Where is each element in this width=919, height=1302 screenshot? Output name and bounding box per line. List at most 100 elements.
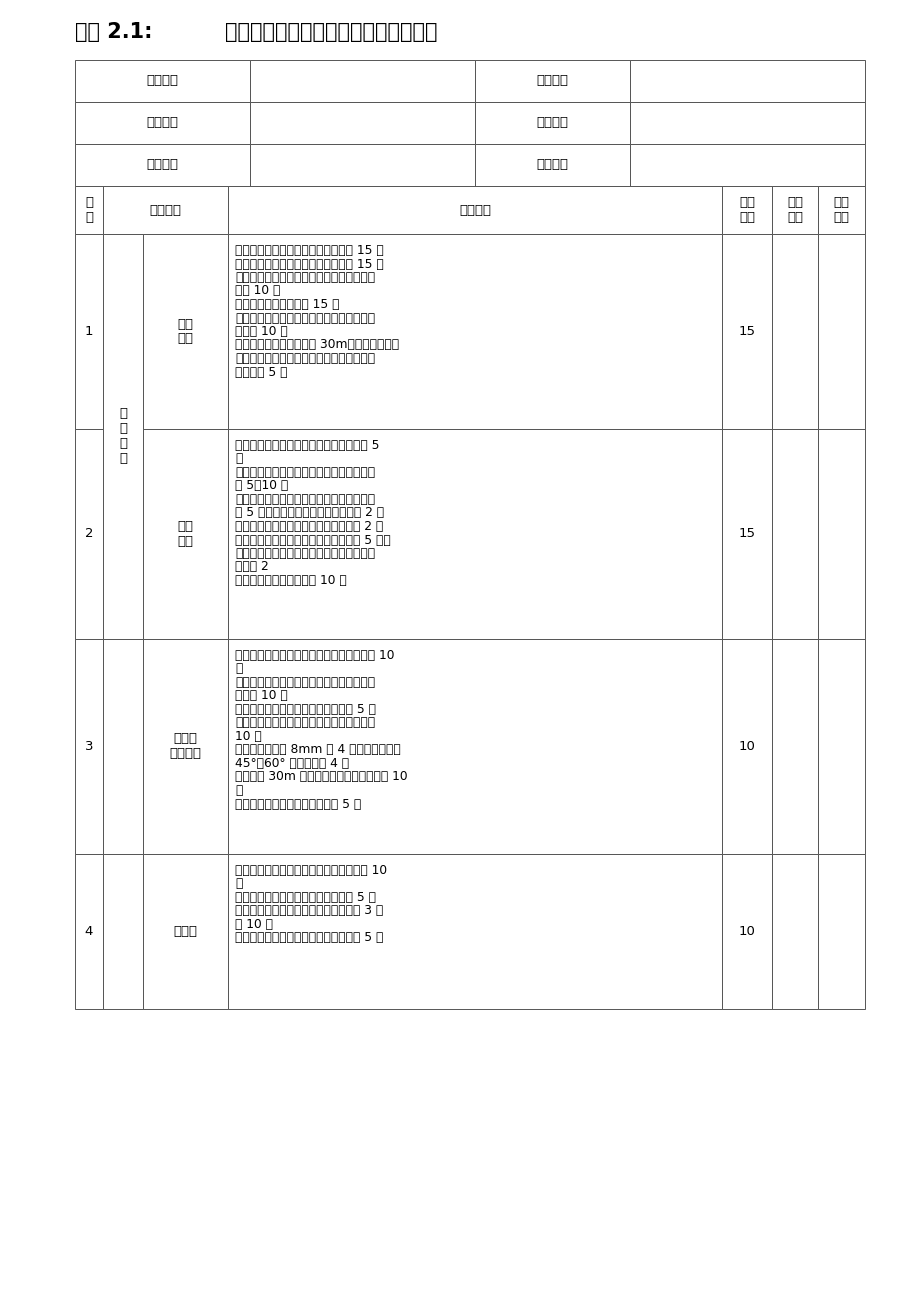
Text: 监理单位: 监理单位 (146, 159, 178, 172)
Bar (721, 428, 771, 639)
Text: 连接扣 10 分: 连接扣 10 分 (234, 690, 288, 703)
Text: 附墙架
与缆风绳: 附墙架 与缆风绳 (169, 733, 201, 760)
Bar (817, 234, 864, 428)
Text: 15: 15 (738, 326, 754, 339)
Bar (771, 639, 817, 854)
Text: 化扣 10 分: 化扣 10 分 (234, 285, 280, 297)
Text: 未设置防护围栏或设置不符合规范要求扣 5: 未设置防护围栏或设置不符合规范要求扣 5 (234, 439, 380, 452)
Bar (75, 234, 103, 428)
Text: 分: 分 (234, 453, 242, 466)
Bar (817, 854, 864, 1009)
Bar (817, 428, 864, 639)
Bar (142, 854, 228, 1009)
Text: 防护
设施: 防护 设施 (177, 519, 193, 548)
Text: 附墙架结构、材质、间距不符合规范要求扣 10: 附墙架结构、材质、间距不符合规范要求扣 10 (234, 648, 394, 661)
Text: 应得
分数: 应得 分数 (738, 197, 754, 224)
Bar (228, 854, 721, 1009)
Text: 保
证
项
目: 保 证 项 目 (119, 408, 127, 466)
Bar (103, 234, 142, 639)
Bar (721, 186, 771, 234)
Bar (103, 854, 142, 1009)
Bar (630, 145, 864, 186)
Bar (474, 102, 630, 145)
Text: 10: 10 (738, 740, 754, 753)
Text: 45°～60° 要求每处扣 4 分: 45°～60° 要求每处扣 4 分 (234, 756, 348, 769)
Text: 钢丝绳直径小于 8mm 扣 4 分，角度不符合: 钢丝绳直径小于 8mm 扣 4 分，角度不符合 (234, 743, 401, 756)
Bar (75, 60, 250, 102)
Text: 扣 5 分，设置不符合规范要求每处扣 2 分: 扣 5 分，设置不符合规范要求每处扣 2 分 (234, 506, 384, 519)
Text: 停层平台两侧未设置防护栏杆、挡脚板每处: 停层平台两侧未设置防护栏杆、挡脚板每处 (234, 493, 375, 506)
Text: 3: 3 (85, 740, 93, 753)
Text: 4: 4 (85, 924, 93, 937)
Bar (630, 60, 864, 102)
Bar (75, 428, 103, 639)
Text: 每处扣 2: 每处扣 2 (234, 560, 268, 573)
Text: 1: 1 (85, 326, 93, 339)
Text: 置每项扣 5 分: 置每项扣 5 分 (234, 366, 288, 379)
Text: 10 分: 10 分 (234, 730, 262, 743)
Bar (75, 854, 103, 1009)
Bar (228, 639, 721, 854)
Text: 钢丝绳磨损、变形、锈蚀达到报废标准扣 10: 钢丝绳磨损、变形、锈蚀达到报废标准扣 10 (234, 865, 387, 878)
Bar (250, 102, 474, 145)
Text: 15: 15 (738, 527, 754, 540)
Text: 缆风绳设置数量、位置不符合规范扣 5 分: 缆风绳设置数量、位置不符合规范扣 5 分 (234, 703, 376, 716)
Text: 钢丝绳夹设置不符合规范要求每处扣 5 分: 钢丝绳夹设置不符合规范要求每处扣 5 分 (234, 891, 376, 904)
Text: 实得
分数: 实得 分数 (833, 197, 848, 224)
Text: 安全
装置: 安全 装置 (177, 318, 193, 345)
Text: 扣 5～10 分: 扣 5～10 分 (234, 479, 288, 492)
Text: 检查项目: 检查项目 (149, 203, 181, 216)
Text: 未安装平台门或平台门不起作用每处扣 5 分，: 未安装平台门或平台门不起作用每处扣 5 分， (234, 534, 391, 547)
Text: 未安装起重量限制器、防坠安全器扣 15 分: 未安装起重量限制器、防坠安全器扣 15 分 (234, 243, 383, 256)
Text: 地锚设置不符合规范要求每处扣 5 分: 地锚设置不符合规范要求每处扣 5 分 (234, 798, 361, 811)
Bar (721, 854, 771, 1009)
Text: 平台门安装不符合规范要求、未达到定型化: 平台门安装不符合规范要求、未达到定型化 (234, 547, 375, 560)
Bar (474, 60, 630, 102)
Text: 上限位开关不灵敏、安全越程不符合规范要: 上限位开关不灵敏、安全越程不符合规范要 (234, 311, 375, 324)
Text: 求的扣 10 分: 求的扣 10 分 (234, 326, 288, 339)
Text: 2: 2 (85, 527, 93, 540)
Text: 建设单位: 建设单位 (536, 74, 568, 87)
Text: 项目总监: 项目总监 (536, 159, 568, 172)
Bar (474, 145, 630, 186)
Text: 附墙架未与建筑结构连接或附墙架与脚手架: 附墙架未与建筑结构连接或附墙架与脚手架 (234, 676, 375, 689)
Text: 附件 2.1:: 附件 2.1: (75, 22, 153, 42)
Bar (250, 60, 474, 102)
Text: 扣 10 分: 扣 10 分 (234, 918, 273, 931)
Bar (771, 234, 817, 428)
Text: 吊笼门不符合规范要求扣 10 分: 吊笼门不符合规范要求扣 10 分 (234, 574, 346, 587)
Bar (75, 102, 250, 145)
Text: 起重量限制器、防坠安全器不灵敏扣 15 分: 起重量限制器、防坠安全器不灵敏扣 15 分 (234, 258, 383, 271)
Bar (228, 234, 721, 428)
Text: 分: 分 (234, 663, 242, 676)
Text: 防坠安全器、自动停层、语音及影像信号装: 防坠安全器、自动停层、语音及影像信号装 (234, 352, 375, 365)
Bar (103, 186, 228, 234)
Bar (228, 428, 721, 639)
Text: 分: 分 (234, 878, 242, 891)
Text: 安装高度 30m 的物料提升机使用缆风绳扣 10: 安装高度 30m 的物料提升机使用缆风绳扣 10 (234, 771, 407, 784)
Text: 未安装上限位开关的扣 15 分: 未安装上限位开关的扣 15 分 (234, 298, 339, 311)
Bar (630, 102, 864, 145)
Text: 扣减
分数: 扣减 分数 (786, 197, 802, 224)
Text: 项目经理: 项目经理 (536, 116, 568, 129)
Text: 物料提升机安装高度超过 30m，未安装渐进式: 物料提升机安装高度超过 30m，未安装渐进式 (234, 339, 399, 352)
Text: 停层平台脚手板铺设不严、不平每处扣 2 分: 停层平台脚手板铺设不严、不平每处扣 2 分 (234, 519, 383, 533)
Bar (142, 234, 228, 428)
Text: 安全停层装置不符合规范要求，未达到定型: 安全停层装置不符合规范要求，未达到定型 (234, 271, 375, 284)
Bar (75, 186, 103, 234)
Bar (228, 186, 721, 234)
Text: 缆风绳未使用钢丝绳或未与地锚连接每处扣: 缆风绳未使用钢丝绳或未与地锚连接每处扣 (234, 716, 375, 729)
Text: 序
号: 序 号 (85, 197, 93, 224)
Text: 分: 分 (234, 784, 242, 797)
Bar (771, 186, 817, 234)
Text: 10: 10 (738, 924, 754, 937)
Text: 吊笼处于最低位置，卷筒上钢丝绳少于 3 圈: 吊笼处于最低位置，卷筒上钢丝绳少于 3 圈 (234, 905, 383, 918)
Bar (75, 145, 250, 186)
Text: 钢丝绳: 钢丝绳 (174, 924, 198, 937)
Bar (75, 639, 103, 854)
Text: 未设置进料口防护棚或设置不符合规范要求: 未设置进料口防护棚或设置不符合规范要求 (234, 466, 375, 479)
Bar (771, 428, 817, 639)
Bar (817, 186, 864, 234)
Text: 起重机械设备（物料提升机）检查用表: 起重机械设备（物料提升机）检查用表 (225, 22, 437, 42)
Text: 施工单位: 施工单位 (146, 116, 178, 129)
